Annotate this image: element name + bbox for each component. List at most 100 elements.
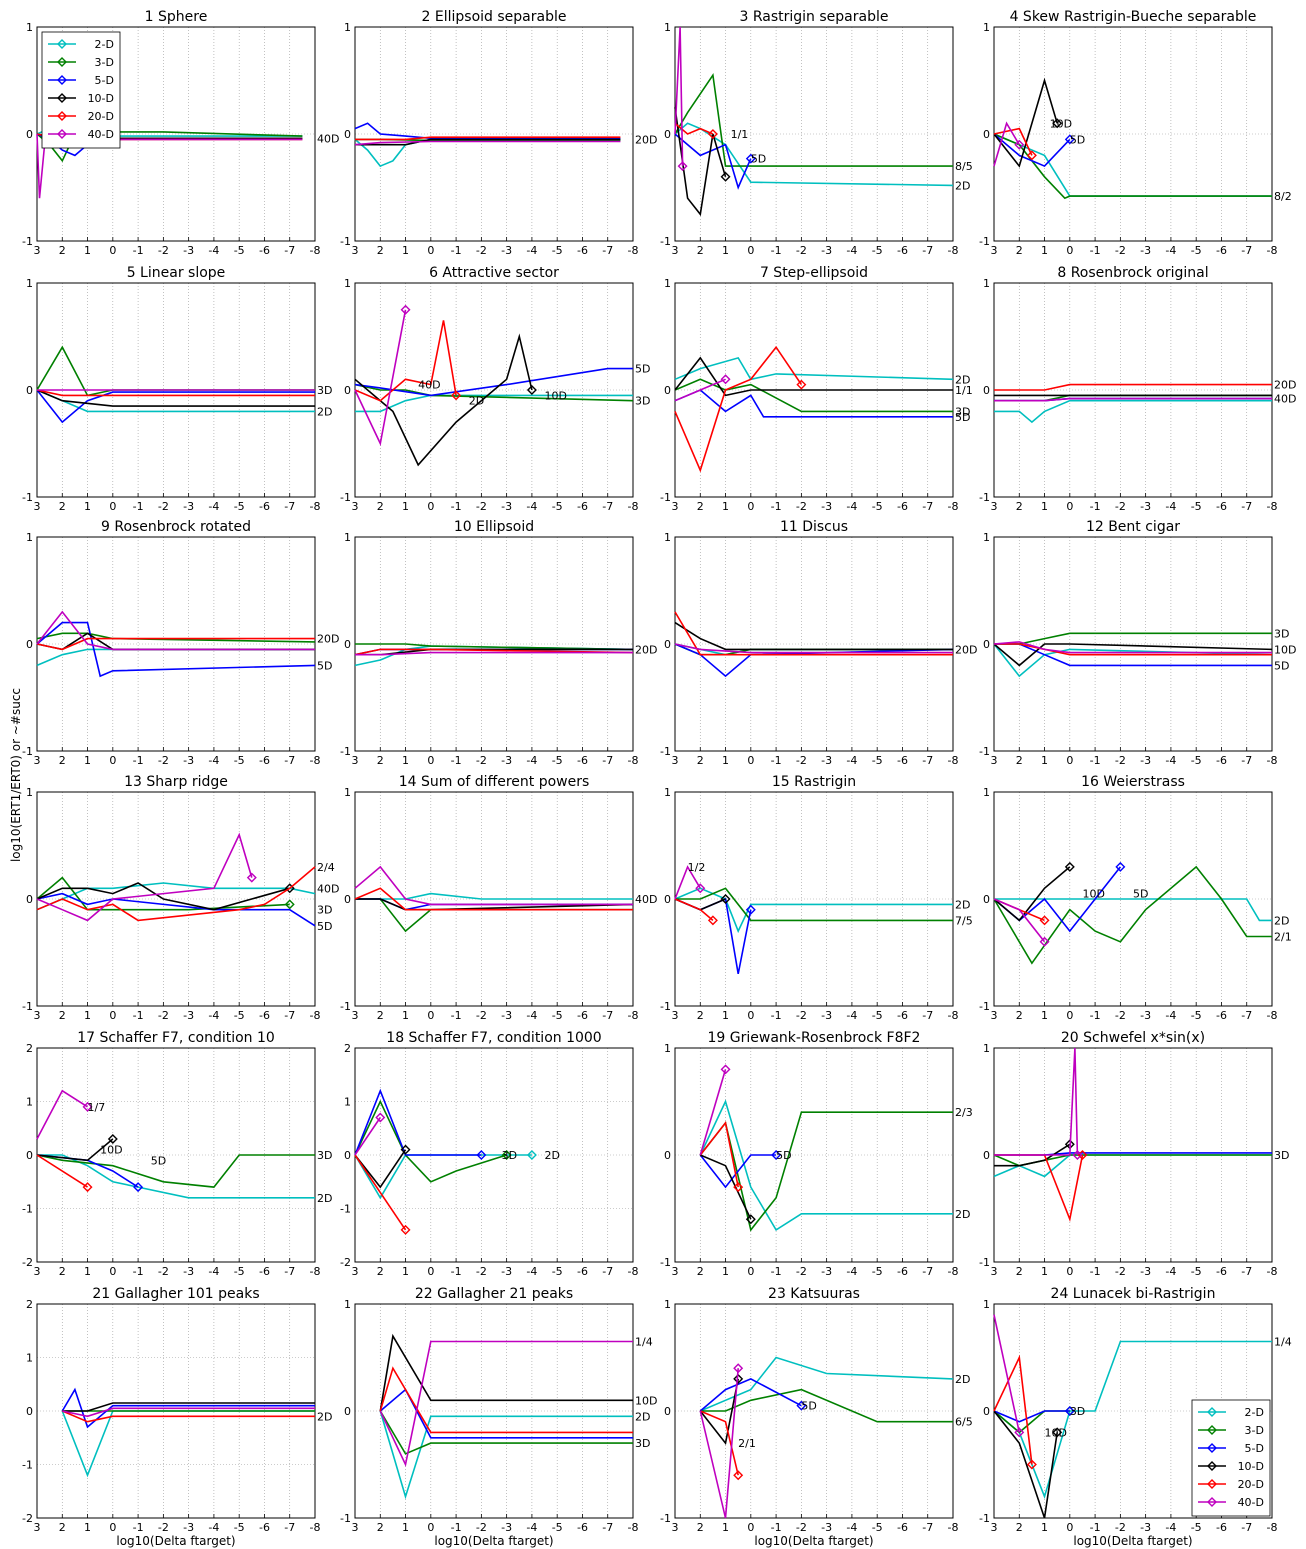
x-tick-label: 0 — [427, 500, 434, 513]
x-tick-label: 0 — [109, 1521, 116, 1534]
legend-marker — [1207, 1443, 1217, 1453]
x-tick-label: -5 — [872, 244, 883, 257]
x-tick-label: 0 — [1066, 244, 1073, 257]
annotation-label: 2/1 — [1274, 930, 1292, 943]
x-tick-label: 2 — [59, 1521, 66, 1534]
x-tick-label: -7 — [922, 1265, 933, 1278]
x-tick-label: -3 — [1140, 1521, 1151, 1534]
series-line — [36, 345, 315, 397]
series-line — [674, 345, 803, 473]
x-tick-label: -3 — [501, 244, 512, 257]
series-end-marker — [1026, 1459, 1037, 1470]
x-tick-label: -2 — [476, 244, 487, 257]
annotation-label: 8/2 — [1274, 190, 1292, 203]
legend-label: 40-D — [1238, 1496, 1264, 1509]
x-tick-label: -8 — [948, 1521, 959, 1534]
y-tick-label: 1 — [344, 1298, 351, 1311]
x-tick-label: 3 — [672, 244, 679, 257]
y-tick-label: 1 — [26, 786, 33, 799]
y-tick-label: -1 — [22, 235, 33, 248]
series-end-marker — [720, 1064, 731, 1075]
x-tick-label: -4 — [526, 500, 537, 513]
annotation-label: 40D — [635, 893, 657, 906]
series-line — [36, 1154, 315, 1188]
series-line — [61, 1410, 315, 1423]
axes-frame — [674, 1047, 954, 1263]
series-line — [674, 865, 701, 900]
x-tick-label: -1 — [133, 1521, 144, 1534]
series-line — [993, 1154, 1272, 1178]
x-tick-label: -6 — [897, 244, 908, 257]
x-tick-label: -3 — [821, 754, 832, 767]
x-tick-label: -2 — [796, 1265, 807, 1278]
series-line — [993, 898, 1046, 943]
annotation-label: 10D — [545, 389, 567, 402]
x-tick-label: -3 — [1140, 244, 1151, 257]
x-tick-label: -7 — [284, 1009, 295, 1022]
x-tick-label: -7 — [602, 1521, 613, 1534]
series-end-marker — [1039, 915, 1050, 926]
legend-bottom: 2-D 3-D 5-D 10-D 20-D 40-D — [1191, 1399, 1271, 1517]
x-tick-label: -4 — [1165, 244, 1176, 257]
series-line — [674, 378, 726, 402]
y-tick-label: 1 — [26, 21, 33, 34]
legend-label: 10-D — [88, 92, 114, 105]
x-tick-label: -3 — [183, 1265, 194, 1278]
legend-box — [1191, 1399, 1271, 1517]
annotation-label: 5D — [955, 411, 970, 424]
annotation-label: 1/7 — [88, 1101, 106, 1114]
x-tick-label: 2 — [697, 500, 704, 513]
series-line — [994, 397, 1272, 402]
x-tick-label: -2 — [796, 1521, 807, 1534]
series-end-marker — [246, 872, 257, 883]
x-tick-label: -4 — [846, 1265, 857, 1278]
series-line — [674, 887, 953, 934]
x-tick-label: -5 — [1191, 244, 1202, 257]
x-tick-label: -1 — [1090, 244, 1101, 257]
x-tick-label: -7 — [602, 754, 613, 767]
series-line — [354, 140, 621, 146]
x-tick-label: 3 — [352, 1009, 359, 1022]
x-tick-label: 2 — [697, 1521, 704, 1534]
x-tick-label: 0 — [109, 1265, 116, 1278]
x-tick-label: -1 — [451, 1009, 462, 1022]
x-tick-label: 0 — [747, 1265, 754, 1278]
x-tick-label: -6 — [259, 1265, 270, 1278]
annotation-label: 2/4 — [317, 861, 335, 874]
x-tick-label: -2 — [796, 754, 807, 767]
series-end-marker — [1064, 134, 1075, 145]
annotation-label: 2D — [545, 1149, 560, 1162]
x-tick-label: 2 — [377, 1265, 384, 1278]
x-tick-label: -1 — [771, 1265, 782, 1278]
x-tick-label: -3 — [501, 1009, 512, 1022]
series-line — [354, 887, 633, 911]
series-line — [994, 1047, 1079, 1156]
subplot-title: 6 Attractive sector — [429, 265, 559, 281]
series-end-marker — [476, 1150, 487, 1160]
x-tick-label: -8 — [628, 500, 639, 513]
annotation-label: 3D — [317, 904, 332, 917]
x-tick-label: -7 — [284, 1265, 295, 1278]
annotation-label: 20D — [1274, 379, 1296, 392]
subplot: 19 Griewank-Rosenbrock F8F2 3 2 1 0 -1 -2 -3 -4 -… — [660, 1030, 973, 1278]
y-tick-label: -1 — [340, 1512, 351, 1525]
x-tick-label: -6 — [259, 1521, 270, 1534]
legend-label: 2-D — [1245, 1406, 1264, 1419]
y-tick-label: 0 — [664, 128, 671, 141]
x-tick-label: -3 — [501, 1521, 512, 1534]
x-tick-label: -5 — [872, 1009, 883, 1022]
series-line — [354, 1099, 507, 1183]
x-axis-label: log10(Delta ftarget) — [1073, 1534, 1192, 1548]
annotation-label: 2/3 — [955, 1106, 973, 1119]
x-tick-label: -6 — [577, 1265, 588, 1278]
x-tick-label: -1 — [1090, 754, 1101, 767]
x-tick-label: 0 — [747, 754, 754, 767]
x-tick-label: 2 — [377, 500, 384, 513]
annotation-label: 2D — [1274, 914, 1289, 927]
x-tick-label: -7 — [1241, 1009, 1252, 1022]
x-tick-label: -6 — [1216, 1521, 1227, 1534]
x-tick-label: -8 — [628, 1521, 639, 1534]
legend-label: 10-D — [1238, 1460, 1264, 1473]
x-tick-label: 2 — [377, 244, 384, 257]
series-line — [354, 1154, 407, 1231]
